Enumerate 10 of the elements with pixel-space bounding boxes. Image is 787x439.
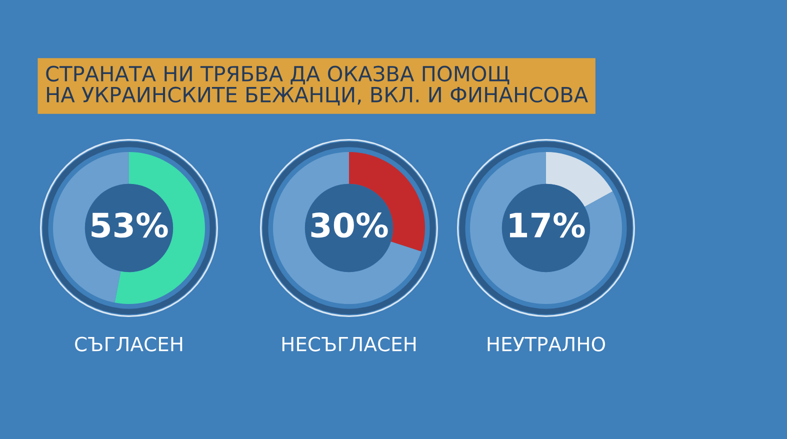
text: СЪГЛАСЕН <box>75 336 182 352</box>
text: НЕУТРАЛНО <box>488 336 606 352</box>
data-label: 17% <box>510 212 585 238</box>
text: СТРАНАТА НИ ТРЯБВА ДА ОКАЗВА ПОМОЩ НА УКРАИНСКИТЕ БЕЖАНЦИ, ВКЛ. И ФИНАНСОВА <box>46 66 588 106</box>
text: НЕСЪГЛАСЕН <box>282 336 416 352</box>
donut-slice <box>470 152 622 304</box>
donut-slice <box>273 152 422 304</box>
data-label: 30% <box>311 212 388 238</box>
donut-slice <box>546 152 613 207</box>
data-label: 53% <box>92 212 168 238</box>
